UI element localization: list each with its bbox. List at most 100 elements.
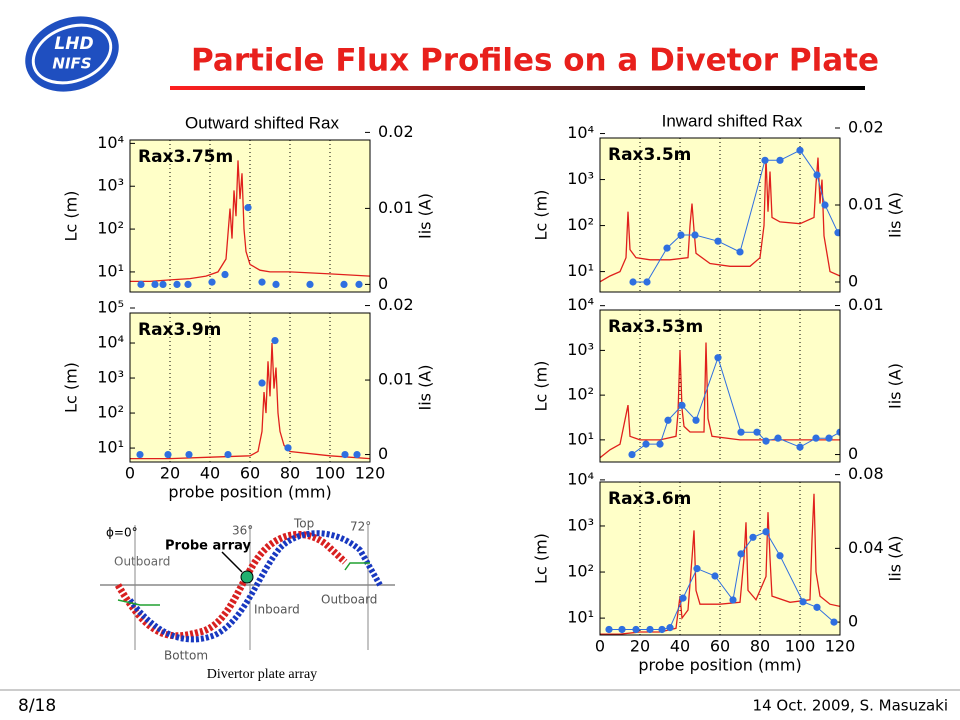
y2-axis-label: Iis (A)	[886, 192, 905, 238]
x-tick-label: 20	[630, 637, 650, 656]
flux-point	[737, 428, 745, 436]
y-tick-label: 10⁴	[567, 123, 594, 142]
connection-length-line	[600, 157, 840, 283]
flux-point	[664, 416, 672, 424]
flux-point	[679, 594, 687, 602]
x-axis-label: probe position (mm)	[168, 483, 331, 502]
x-tick-label: 120	[825, 637, 856, 656]
flux-point	[184, 280, 192, 288]
flux-point	[813, 171, 821, 179]
x-tick-label: 40	[670, 637, 690, 656]
flux-point	[642, 440, 650, 448]
y2-axis-label: Iis (A)	[416, 193, 435, 239]
flux-point	[136, 450, 144, 459]
y2-axis-label: Iis (A)	[886, 535, 905, 581]
flux-point	[151, 280, 159, 288]
flux-point	[341, 450, 349, 459]
y-tick-label: 10⁵	[97, 298, 124, 317]
connection-length-line	[600, 493, 840, 635]
x-tick-label: 120	[355, 464, 386, 483]
y2-tick-label: 0	[378, 274, 388, 293]
flux-point	[658, 625, 666, 634]
chart: 0 20 40 60 80 100 120 10¹ 10² 10³ 10⁴ 0 0.04 0.08 Rax3…	[532, 464, 905, 674]
flux-point	[628, 450, 636, 459]
y2-axis-label: Iis (A)	[416, 364, 435, 410]
y-tick-label: 10¹	[567, 429, 594, 448]
footer-text: 14 Oct. 2009, S. Masuzaki	[753, 697, 948, 715]
connection-length-line	[130, 160, 370, 283]
flux-point	[799, 598, 807, 606]
flux-point	[774, 434, 782, 442]
y2-tick-label: 0.01	[378, 198, 414, 217]
title-rule	[170, 86, 865, 90]
x-tick-label: 100	[315, 464, 346, 483]
flux-point	[711, 572, 719, 580]
logo-text: NIFS	[52, 55, 91, 73]
outboard-label: Outboard	[114, 555, 170, 569]
flux-point	[678, 401, 686, 409]
flux-point	[762, 437, 770, 445]
series-group	[600, 146, 840, 286]
flux-point	[244, 204, 252, 212]
plot-frame	[599, 309, 841, 463]
x-tick-label: 80	[280, 464, 300, 483]
y-tick-label: 10⁴	[97, 333, 124, 352]
chart-title: Outward shifted Rax	[185, 113, 340, 132]
plot-frame	[129, 139, 371, 293]
charts: 10¹ 10² 10³ 10⁴ 0 0.01 0.02 Rax3.75m Outward shi…	[62, 111, 905, 674]
outboard-label: Outboard	[321, 593, 377, 607]
flux-point	[173, 280, 181, 288]
series-group	[130, 336, 370, 460]
flux-point	[605, 625, 613, 634]
y2-tick-label: 0.02	[848, 117, 884, 136]
flux-point	[185, 450, 193, 459]
y-tick-label: 10¹	[97, 438, 124, 457]
y-tick-label: 10¹	[567, 608, 594, 627]
flux-point	[692, 416, 700, 424]
flux-point	[762, 528, 770, 536]
y-tick-label: 10²	[97, 219, 124, 238]
y2-tick-label: 0.08	[848, 464, 884, 483]
flux-point	[691, 231, 699, 239]
top-label: Top	[293, 517, 314, 531]
diagram-caption: Divertor plate array	[207, 667, 317, 682]
page-number: 8/18	[18, 696, 56, 716]
y-axis-label: Lc (m)	[532, 533, 551, 584]
flux-point	[258, 278, 266, 286]
y-tick-label: 10²	[97, 403, 124, 422]
flux-point	[796, 146, 804, 154]
annotation: Rax3.53m	[608, 317, 703, 337]
flux-point	[208, 278, 216, 286]
flux-point	[736, 248, 744, 256]
series-group	[600, 342, 840, 459]
angle-label: 72°	[350, 520, 371, 534]
x-tick-label: 100	[785, 637, 816, 656]
y2-tick-label: 0	[378, 444, 388, 463]
plot-frame	[129, 312, 371, 463]
flux-point	[271, 336, 279, 345]
plot-frame	[599, 481, 841, 636]
inboard-label: Inboard	[254, 603, 300, 617]
flux-point	[693, 565, 701, 573]
logo-text: LHD	[54, 34, 93, 54]
flux-point	[776, 552, 784, 560]
chart: 0 20 40 60 80 100 120 10¹ 10² 10³ 10⁴ 10⁵ 0 0.01 0.02 R…	[62, 295, 435, 501]
y-tick-label: 10³	[97, 176, 124, 195]
y2-tick-label: 0.02	[378, 295, 414, 314]
flux-point	[355, 280, 363, 288]
chart-title: Inward shifted Rax	[662, 111, 803, 130]
angle-label: 36°	[232, 524, 253, 538]
x-tick-label: 60	[240, 464, 260, 483]
flux-point	[666, 624, 674, 632]
y-tick-label: 10¹	[97, 261, 124, 280]
y-axis-label: Lc (m)	[532, 190, 551, 241]
flux-point	[729, 596, 737, 604]
probe-label: Probe array	[165, 539, 251, 554]
flux-point	[646, 625, 654, 634]
y-axis-label: Lc (m)	[62, 191, 81, 242]
logo: LHD NIFS	[25, 16, 119, 92]
angle-label: ϕ=0°	[106, 526, 138, 540]
annotation: Rax3.9m	[138, 320, 221, 340]
flux-point	[340, 280, 348, 288]
